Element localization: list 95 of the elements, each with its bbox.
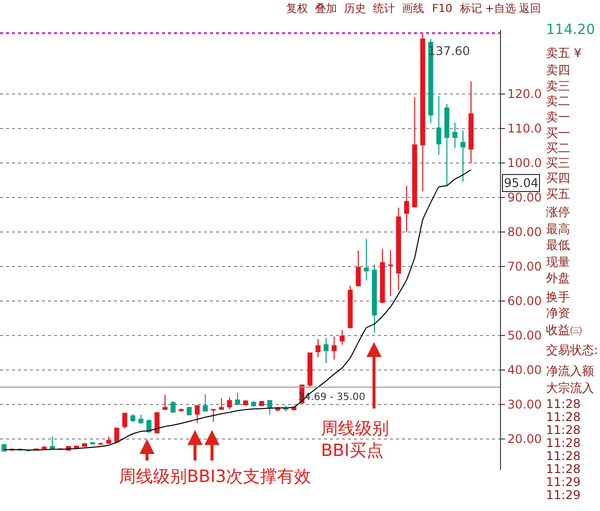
candlestick (42, 445, 47, 450)
text: 大宗流入 (546, 381, 594, 395)
candlestick (372, 264, 377, 334)
text: 历史 (344, 2, 366, 15)
candlestick (340, 329, 345, 346)
annotation: 周线级别 BBI买点 (321, 419, 389, 462)
text: 净资 (546, 306, 570, 320)
candlestick (194, 404, 200, 424)
candlestick (202, 394, 208, 412)
text: 复权 (286, 2, 308, 15)
text: 114.20 (546, 22, 595, 38)
text: 11:29 (546, 475, 581, 489)
candlestick (106, 436, 112, 444)
text: 买四 (546, 171, 570, 185)
y-tick-label: 60.00 (507, 294, 542, 308)
text: 买三 (546, 156, 570, 170)
text: 卖四 (546, 63, 570, 77)
text: 买二 (546, 141, 570, 155)
text: 换手 (546, 290, 570, 304)
y-tick-label: 120.0 (507, 87, 542, 102)
text: 买一 (546, 126, 570, 140)
candlestick (324, 338, 329, 364)
candlestick (218, 398, 224, 410)
candlestick (251, 400, 256, 407)
text: 净流入额 (546, 364, 594, 378)
text: 最高 (546, 222, 570, 236)
text: F10 (432, 2, 452, 15)
candlestick (170, 400, 176, 414)
candlestick (348, 285, 353, 330)
y-tick-label: 90.00 (507, 190, 542, 205)
text: 卖一 (546, 110, 570, 124)
text: 叠加 (315, 2, 337, 15)
candlestick (267, 400, 272, 416)
y-tick-label: 50.00 (507, 328, 542, 343)
text: 收益㈢ (546, 323, 582, 337)
candlestick (210, 408, 216, 422)
text: 11:29 (546, 488, 581, 502)
y-tick-label: 40.00 (507, 363, 542, 378)
candlestick (316, 338, 321, 358)
text: 11:28 (546, 462, 581, 476)
candlestick (235, 392, 240, 406)
candlestick (460, 130, 466, 182)
candlestick (90, 442, 96, 445)
candlestick (388, 250, 393, 297)
candlestick (227, 397, 232, 410)
text: 涨停 (546, 205, 570, 219)
y-tick-label: 20.00 (507, 432, 542, 446)
y-tick-label: 30.00 (507, 398, 542, 412)
y-tick-label: 80.00 (507, 225, 542, 240)
text: 外盘 (546, 271, 570, 285)
candlestick (404, 185, 410, 232)
candlestick (243, 400, 248, 406)
text: 11:28 (546, 436, 581, 450)
text: 返回 (519, 2, 541, 15)
candlestick (332, 336, 337, 360)
y-tick-label: 110.0 (507, 122, 542, 136)
candlestick (396, 207, 402, 290)
candlestick (122, 412, 128, 430)
candlestick (420, 32, 426, 192)
candlestick (356, 250, 361, 287)
text: 卖五 ¥ (546, 46, 582, 60)
candlestick (436, 95, 442, 156)
candlestick (259, 400, 264, 407)
text: 11:28 (546, 410, 581, 424)
candlestick (412, 96, 418, 208)
text: 11:28 (546, 423, 581, 437)
text: 画线 (402, 2, 424, 15)
text: 卖三 (546, 79, 570, 93)
annotation: 周线级别BBI3次支撑有效 (119, 467, 312, 487)
text: 95.04 (504, 176, 538, 190)
candlestick (308, 352, 312, 388)
text: 11:28 (546, 449, 581, 463)
candlestick (380, 248, 385, 304)
candlestick (468, 80, 474, 164)
candlestick (130, 414, 136, 423)
text: 标记 (459, 2, 482, 15)
y-tick-label: 100.0 (507, 156, 542, 170)
candlestick (154, 412, 160, 434)
candlestick (162, 394, 168, 411)
text: 11:28 (546, 397, 581, 411)
candlestick (50, 436, 55, 450)
candlestick (178, 408, 184, 412)
text: 买五 (546, 187, 570, 201)
text: 卖二 (546, 94, 570, 108)
candlestick (364, 238, 369, 281)
text: 交易状态: (546, 343, 598, 357)
candlestick (186, 406, 192, 416)
text: 最低 (546, 238, 570, 252)
text: 统计 (373, 2, 395, 15)
candlestick (444, 103, 450, 186)
candlestick (138, 414, 144, 424)
text: 现量 (546, 255, 570, 269)
text: +自选 (485, 2, 516, 15)
y-tick-label: 70.00 (507, 260, 542, 274)
candlestick (452, 122, 458, 149)
